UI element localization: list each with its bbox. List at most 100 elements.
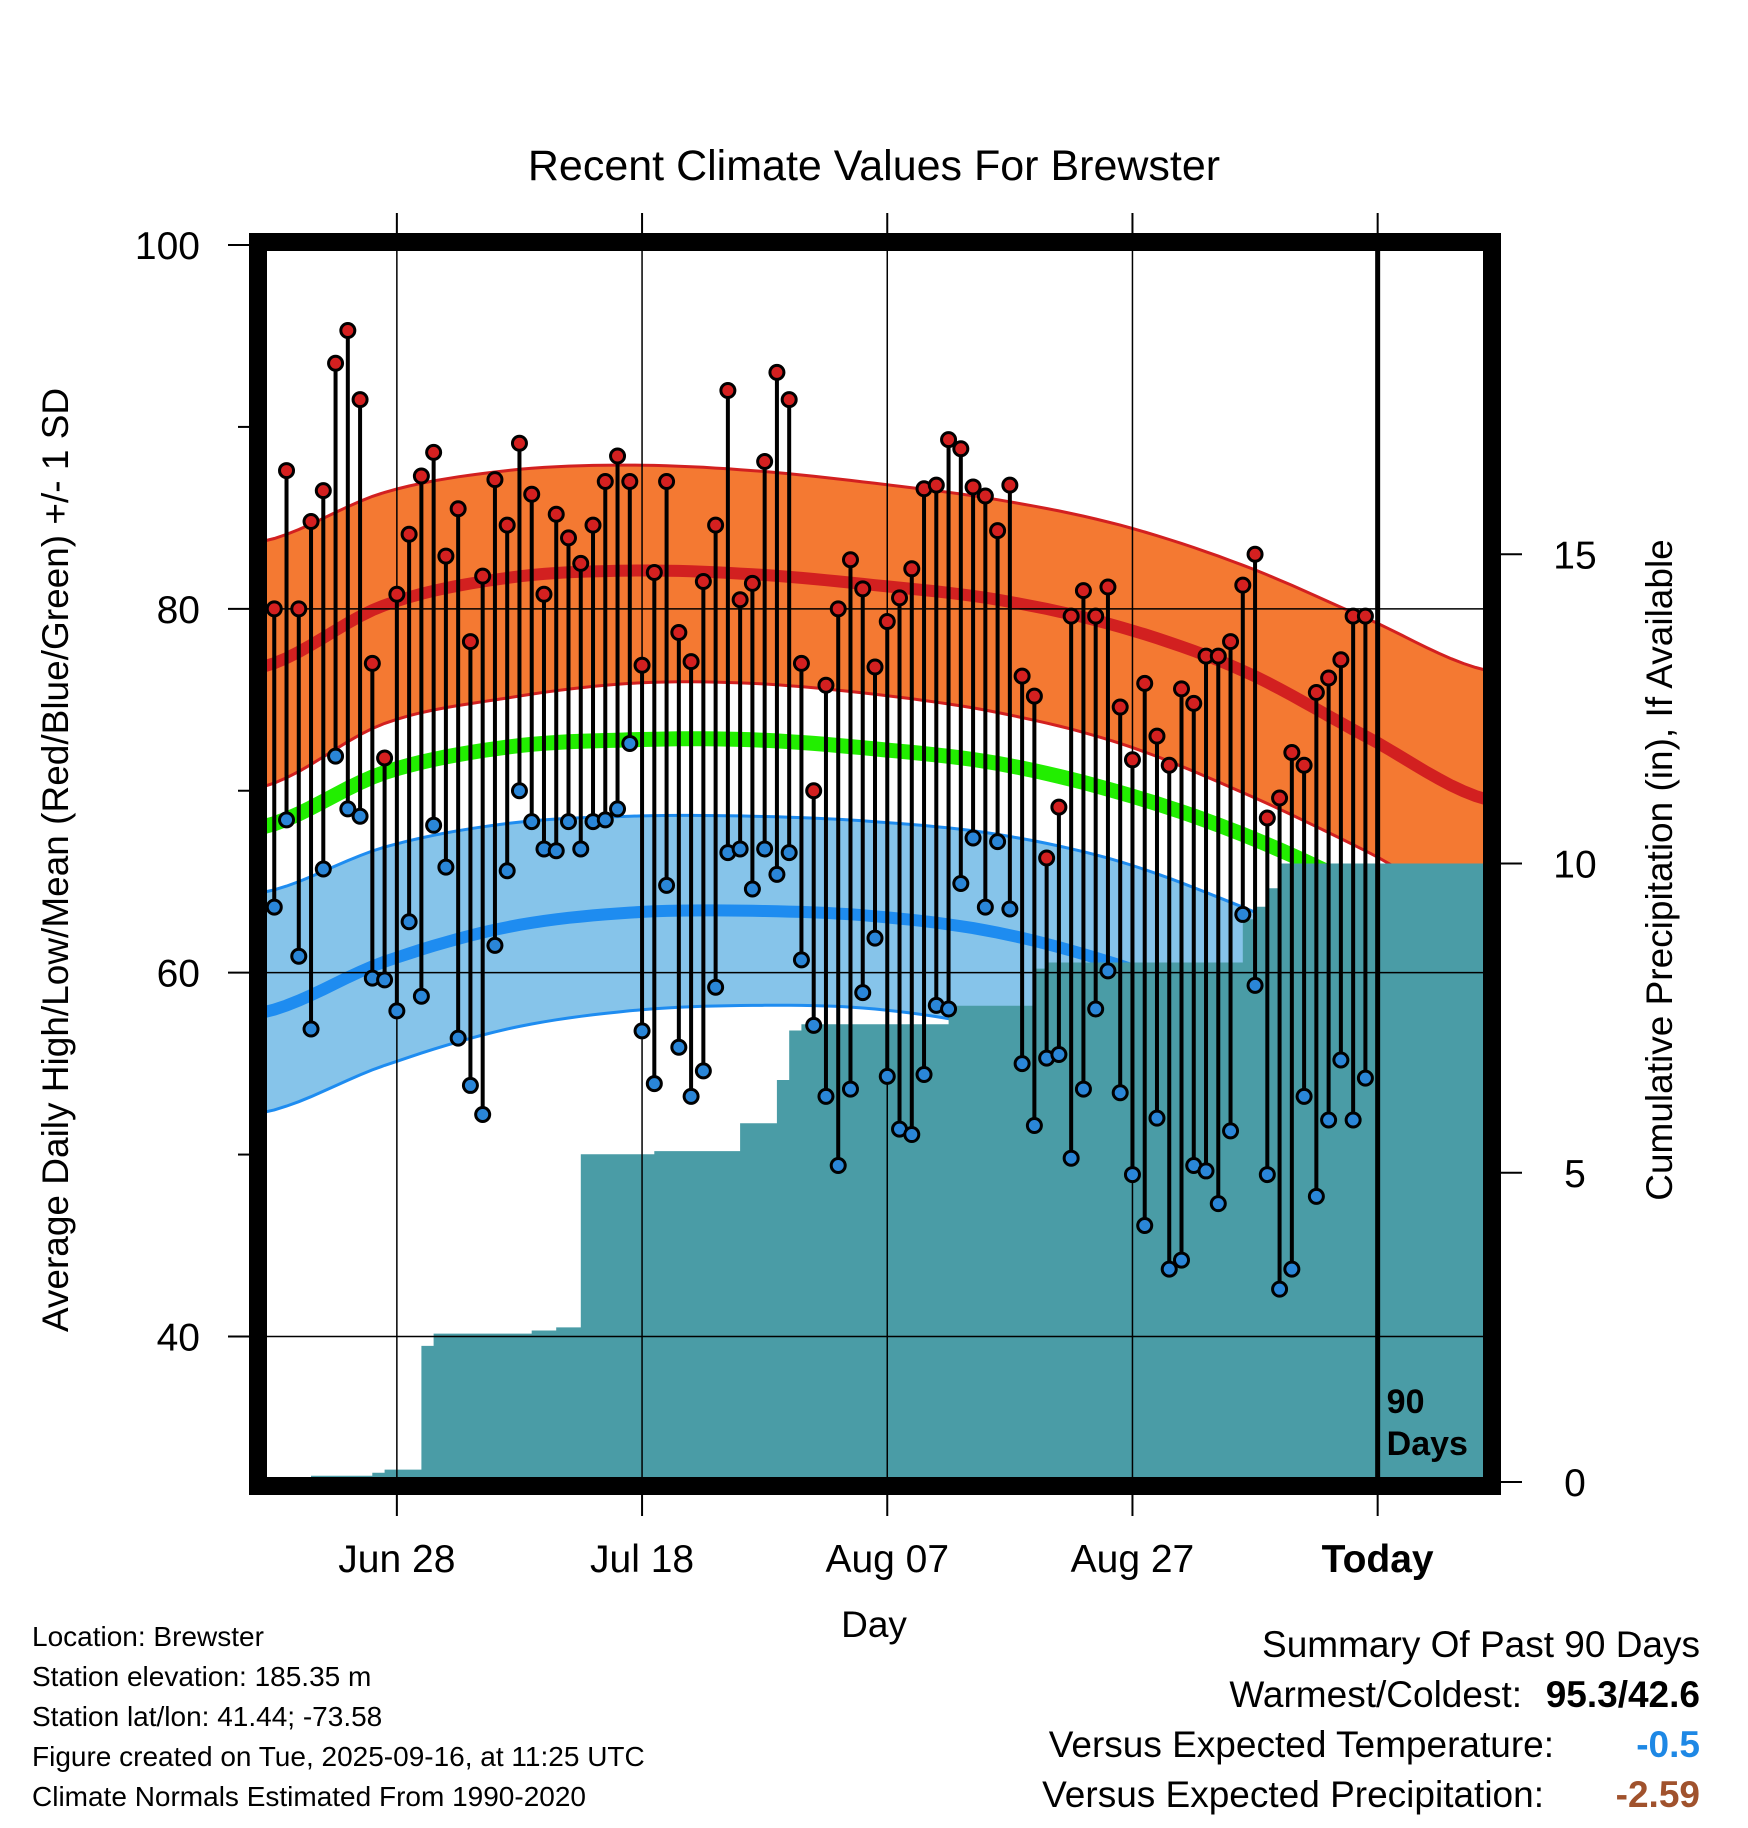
high-point: [829, 600, 847, 618]
temp-departure-label: Versus Expected Temperature:: [1048, 1724, 1554, 1765]
low-point: [400, 913, 418, 931]
low-point: [989, 833, 1007, 851]
y2-tick-label: 10: [1553, 844, 1596, 887]
y2-tick-label: 5: [1564, 1153, 1586, 1196]
precip-departure-row: Versus Expected Precipitation: -2.59: [1042, 1770, 1700, 1820]
low-point: [1307, 1187, 1325, 1205]
low-point: [1099, 962, 1117, 980]
low-point: [560, 813, 577, 831]
high-point: [425, 443, 443, 461]
low-point: [707, 978, 725, 996]
created-text: Figure created on Tue, 2025-09-16, at 11…: [32, 1741, 645, 1772]
high-point: [1123, 751, 1141, 769]
low-point: [1222, 1122, 1240, 1140]
low-point: [1013, 1055, 1031, 1073]
high-point: [1283, 744, 1301, 762]
plot-frame: [249, 233, 1501, 1495]
high-point: [609, 447, 627, 465]
high-point: [731, 591, 749, 609]
high-point: [866, 658, 884, 676]
low-point: [780, 844, 798, 862]
low-point: [645, 1075, 663, 1093]
today-days-label: 90: [1387, 1383, 1425, 1421]
high-point: [376, 749, 394, 767]
low-point: [1197, 1162, 1215, 1180]
low-point: [1050, 1046, 1068, 1064]
low-point: [425, 816, 443, 834]
low-point: [449, 1029, 467, 1047]
high-point: [412, 467, 430, 485]
high-point: [694, 573, 712, 591]
high-point: [302, 513, 320, 531]
high-point: [1025, 687, 1043, 705]
high-point: [891, 589, 909, 607]
high-point: [1001, 476, 1019, 494]
y-tick-label: 60: [157, 953, 200, 996]
high-point: [339, 321, 357, 339]
low-point: [768, 865, 786, 883]
low-point: [964, 829, 982, 847]
high-point: [841, 551, 859, 569]
high-point: [1062, 607, 1080, 625]
high-point: [486, 471, 504, 489]
location-text: Location: Brewster: [32, 1621, 264, 1652]
high-point: [523, 485, 541, 503]
high-point: [1160, 756, 1178, 774]
low-point: [302, 1020, 320, 1038]
high-point: [927, 476, 945, 494]
high-point: [510, 434, 528, 452]
high-point: [854, 580, 872, 598]
today-days-label: Days: [1387, 1425, 1468, 1463]
low-point: [1001, 900, 1019, 918]
low-point: [1025, 1116, 1043, 1134]
high-point: [1173, 680, 1190, 698]
high-point: [1246, 545, 1264, 563]
low-point: [805, 1016, 823, 1034]
low-point: [952, 875, 970, 893]
high-point: [1332, 651, 1350, 669]
high-point: [878, 613, 896, 631]
y-axis-label: Average Daily High/Low/Mean (Red/Blue/Gr…: [35, 388, 76, 1332]
high-point: [400, 525, 418, 543]
low-point: [1283, 1260, 1301, 1278]
plot-area: 90 Days: [260, 244, 1491, 1482]
high-point: [1099, 578, 1117, 596]
high-point: [265, 600, 283, 618]
warmest-coldest-value: 95.3/42.6: [1545, 1674, 1700, 1715]
high-point: [290, 600, 308, 618]
low-point: [658, 876, 676, 894]
low-point: [1234, 905, 1252, 923]
station-info: Location: Brewster Station elevation: 18…: [32, 1617, 645, 1817]
x-axis-label: Day: [841, 1604, 907, 1645]
low-point: [1111, 1084, 1129, 1102]
temp-departure-row: Versus Expected Temperature: -0.5: [1042, 1720, 1700, 1770]
low-point: [1271, 1280, 1289, 1298]
low-point: [694, 1062, 712, 1080]
low-point: [474, 1106, 492, 1124]
high-point: [498, 516, 516, 534]
high-point: [976, 487, 994, 505]
high-point: [805, 782, 823, 800]
high-point: [670, 623, 688, 641]
low-point: [1148, 1109, 1166, 1127]
warmest-coldest-row: Warmest/Coldest: 95.3/42.6: [1042, 1670, 1700, 1720]
high-point: [1222, 633, 1240, 651]
low-point: [1320, 1111, 1338, 1129]
low-point: [547, 842, 565, 860]
low-point: [903, 1126, 921, 1144]
high-point: [1307, 684, 1325, 702]
low-point: [976, 898, 994, 916]
temp-departure-value: -0.5: [1636, 1724, 1700, 1765]
latlon-text: Station lat/lon: 41.44; -73.58: [32, 1701, 383, 1732]
low-point: [915, 1066, 933, 1084]
high-point: [756, 452, 774, 470]
low-point: [510, 782, 528, 800]
low-point: [290, 947, 308, 965]
high-point: [584, 516, 602, 534]
low-point: [841, 1080, 859, 1098]
high-point: [817, 676, 835, 694]
high-point: [278, 462, 296, 480]
high-point: [1074, 582, 1092, 600]
summary-title: Summary Of Past 90 Days: [1262, 1624, 1700, 1665]
